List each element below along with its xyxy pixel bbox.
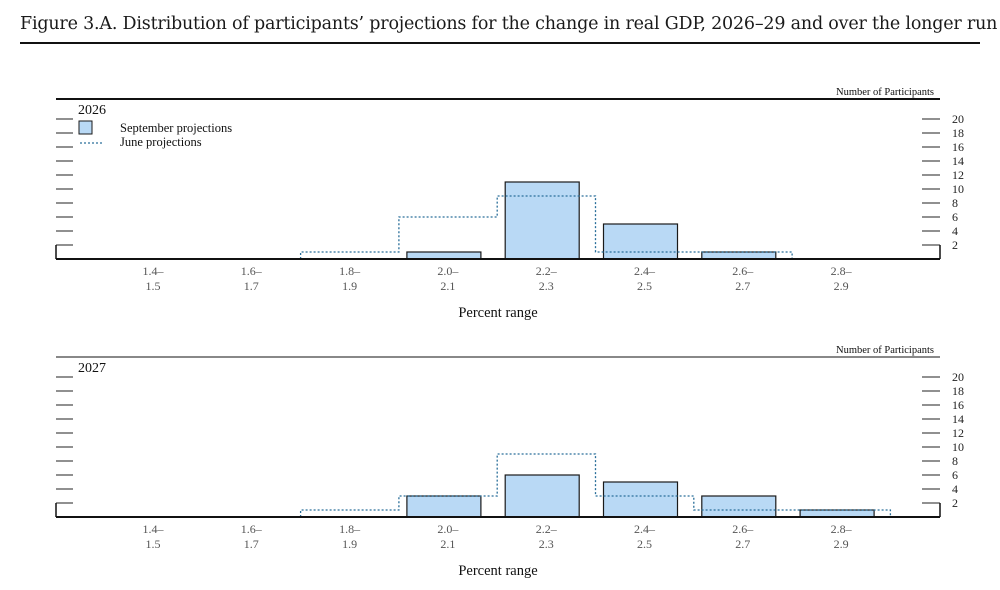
panel-2026-right-axis-title: Number of Participants	[836, 87, 934, 98]
panel-2027-x-tick-label: 2.3	[539, 537, 554, 551]
panel-2026-x-tick-label: 2.1	[440, 279, 455, 293]
panel-2027-x-tick-label: 2.4–	[634, 522, 656, 536]
panel-2026-x-tick-label: 1.7	[244, 279, 259, 293]
panel-2026-x-tick-label: 1.9	[342, 279, 357, 293]
panel-2026-x-tick-label: 1.8–	[339, 264, 361, 278]
panel-2027-x-tick-label: 2.1	[440, 537, 455, 551]
panel-2027-y-tick-label: 16	[952, 398, 964, 412]
panel-2027-bar-2.0–2.1	[406, 495, 482, 518]
panel-2026-bar-2.2–2.3	[504, 181, 580, 260]
panel-2026-bar-2.0–2.1	[406, 251, 482, 260]
panel-2026-x-tick-label: 2.7	[735, 279, 750, 293]
panel-2027-x-tick-label: 1.8–	[339, 522, 361, 536]
panel-2026-x-tick-label: 1.4–	[143, 264, 165, 278]
panel-2027-y-tick-label: 4	[952, 482, 958, 496]
panel-2026-x-tick-label: 2.3	[539, 279, 554, 293]
panel-2027-y-tick-label: 6	[952, 468, 958, 482]
panel-2026-y-tick-label: 8	[952, 196, 958, 210]
panel-2027-bar-2.2–2.3	[504, 474, 580, 518]
panel-2027-x-tick-label: 2.9	[834, 537, 849, 551]
panel-2026-legend-label-june: June projections	[120, 135, 202, 149]
panel-2027-x-axis-title: Percent range	[458, 563, 537, 579]
panel-2027-y-tick-label: 10	[952, 440, 964, 454]
panel-2026-x-tick-label: 1.5	[146, 279, 161, 293]
panel-2026-y-tick-label: 16	[952, 140, 964, 154]
panel-2027-y-tick-label: 18	[952, 384, 964, 398]
panel-2026-legend-label-september: September projections	[120, 121, 232, 135]
panel-2027-x-tick-label: 2.8–	[831, 522, 853, 536]
panel-2027-y-tick-label: 14	[952, 412, 964, 426]
panel-2026-y-tick-label: 14	[952, 154, 964, 168]
panel-2027-x-tick-label: 1.5	[146, 537, 161, 551]
panel-2027-x-tick-label: 2.7	[735, 537, 750, 551]
panel-2026-x-tick-label: 2.8–	[831, 264, 853, 278]
panel-2026-x-tick-label: 2.2–	[536, 264, 558, 278]
panel-2027-y-tick-label: 8	[952, 454, 958, 468]
panel-2026-x-tick-label: 2.4–	[634, 264, 656, 278]
panel-2027-x-tick-label: 2.5	[637, 537, 652, 551]
panel-2026-y-tick-label: 10	[952, 182, 964, 196]
panel-2027-bar-2.8–2.9	[799, 509, 875, 518]
panel-2027-x-tick-label: 2.0–	[437, 522, 459, 536]
panel-2027-right-axis-title: Number of Participants	[836, 345, 934, 356]
panel-2027-year-label: 2027	[78, 361, 106, 376]
panel-2027-x-tick-label: 2.6–	[732, 522, 754, 536]
figure-title: Figure 3.A. Distribution of participants…	[20, 14, 998, 34]
panel-2026-y-tick-label: 12	[952, 168, 964, 182]
panel-2026-year-label: 2026	[78, 103, 106, 118]
panel-2027-y-tick-label: 12	[952, 426, 964, 440]
panel-2026-y-tick-label: 4	[952, 224, 958, 238]
panel-2026-june-step-line	[299, 195, 891, 260]
panel-2027-x-tick-label: 1.9	[342, 537, 357, 551]
panel-2026-y-tick-label: 6	[952, 210, 958, 224]
panel-2026-bar-2.6–2.7	[701, 251, 777, 260]
panel-2026-y-tick-label: 20	[952, 112, 964, 126]
panel-2027-x-tick-label: 1.7	[244, 537, 259, 551]
panel-2027-bar-2.4–2.5	[602, 481, 679, 518]
title-rule	[20, 42, 980, 44]
panel-2027-x-tick-label: 2.2–	[536, 522, 558, 536]
panel-2026-legend-swatch-september	[78, 120, 93, 135]
panel-2026-y-tick-label: 18	[952, 126, 964, 140]
panel-2027-y-tick-label: 20	[952, 370, 964, 384]
panel-2026-y-tick-label: 2	[952, 238, 958, 252]
panel-2026-x-axis-title: Percent range	[458, 305, 537, 321]
panel-2026-x-tick-label: 1.6–	[241, 264, 263, 278]
panel-2027-june-step-line	[299, 453, 892, 517]
panel-2027-bar-2.6–2.7	[701, 495, 777, 518]
panel-2027-x-tick-label: 1.4–	[143, 522, 165, 536]
panel-2026-x-tick-label: 2.5	[637, 279, 652, 293]
panel-2027-x-tick-label: 1.6–	[241, 522, 263, 536]
panel-2026-bar-2.4–2.5	[602, 223, 679, 260]
panel-2026-x-tick-label: 2.0–	[437, 264, 459, 278]
panel-2026-x-tick-label: 2.9	[834, 279, 849, 293]
panel-2027-y-tick-label: 2	[952, 496, 958, 510]
panel-2026-x-tick-label: 2.6–	[732, 264, 754, 278]
